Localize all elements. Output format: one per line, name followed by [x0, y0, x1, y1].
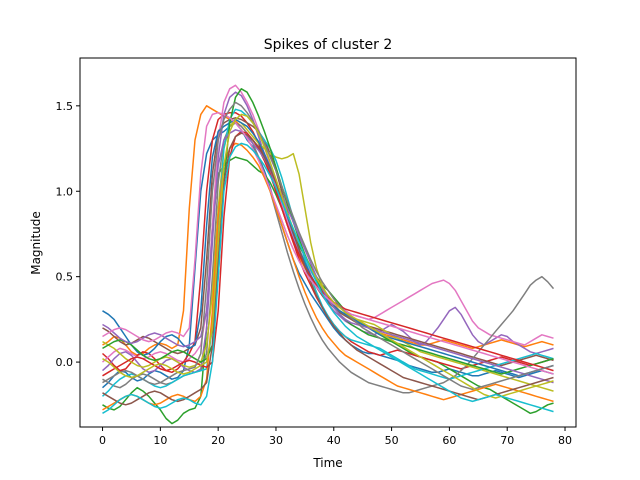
x-tick-label: 40 [327, 434, 341, 447]
x-tick-label: 10 [153, 434, 167, 447]
series-line-9 [101, 108, 554, 397]
series-line-16 [102, 111, 554, 375]
x-tick-label: 20 [211, 434, 225, 447]
x-tick-label: 80 [558, 434, 572, 447]
x-tick-label: 0 [99, 434, 106, 447]
series-line-18 [102, 113, 554, 399]
y-tick-label: 0.5 [56, 271, 74, 284]
x-tick-label: 30 [269, 434, 283, 447]
series-line-5 [102, 117, 554, 367]
series-group [101, 84, 555, 425]
series-line-11 [102, 142, 554, 411]
y-axis-ticks: 0.0 0.5 1.0 1.5 [56, 100, 80, 369]
series-line-19 [102, 142, 554, 414]
x-tick-label: 60 [442, 434, 456, 447]
x-tick-label: 70 [500, 434, 514, 447]
y-tick-label: 1.0 [56, 185, 74, 198]
chart-title: Spikes of cluster 2 [264, 37, 393, 53]
x-axis-ticks: 0 10 20 30 40 50 60 70 80 [99, 427, 572, 447]
series-line-0 [102, 122, 554, 389]
plot-frame [79, 57, 577, 428]
y-tick-label: 0.0 [56, 356, 74, 369]
x-axis-label: Time [312, 456, 342, 470]
y-axis-label: Magnitude [29, 211, 43, 275]
series-line-13 [102, 130, 554, 377]
x-tick-label: 50 [385, 434, 399, 447]
y-tick-label: 1.5 [56, 100, 74, 113]
series-line-10 [102, 118, 554, 377]
